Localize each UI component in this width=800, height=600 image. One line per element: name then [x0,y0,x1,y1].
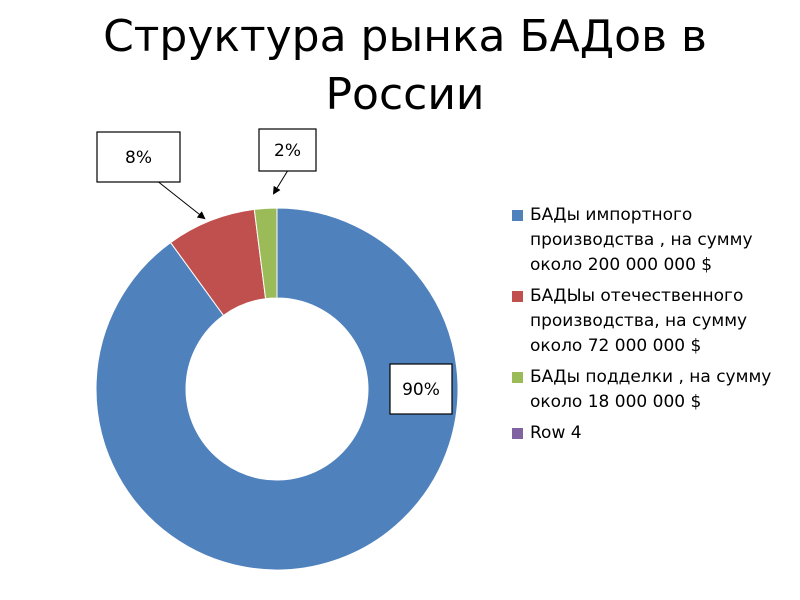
legend-label-imported: БАДы импортного производства , на сумму … [530,205,753,275]
label-imported: 90% [402,380,440,400]
legend-item-row4: Row 4 [510,421,790,446]
legend-swatch-imported [512,210,523,221]
label-domestic: 8% [125,148,152,168]
label-counterfeit-box [258,128,317,172]
label-domestic-box [96,131,181,183]
legend-swatch-domestic [512,291,523,302]
label-counterfeit: 2% [274,141,301,161]
legend-label-counterfeit: БАДы подделки , на сумму около 18 000 00… [530,367,772,412]
label-imported-box [389,363,453,415]
chart-legend: БАДы импортного производства , на сумму … [510,203,790,452]
label-counterfeit-leader [272,170,288,195]
legend-label-domestic: БАДЫы отечественного производства, на су… [530,286,748,356]
legend-swatch-counterfeit [512,372,523,383]
legend-item-counterfeit: БАДы подделки , на сумму около 18 000 00… [510,365,790,415]
slice-imported [95,207,459,571]
legend-item-domestic: БАДЫы отечественного производства, на су… [510,284,790,359]
legend-item-imported: БАДы импортного производства , на сумму … [510,203,790,278]
slice-counterfeit [253,207,278,300]
page-title: Структура рынка БАДов в России [103,11,707,120]
legend-label-row4: Row 4 [530,423,582,443]
label-domestic-leader [158,181,206,220]
legend-swatch-row4 [512,428,523,439]
